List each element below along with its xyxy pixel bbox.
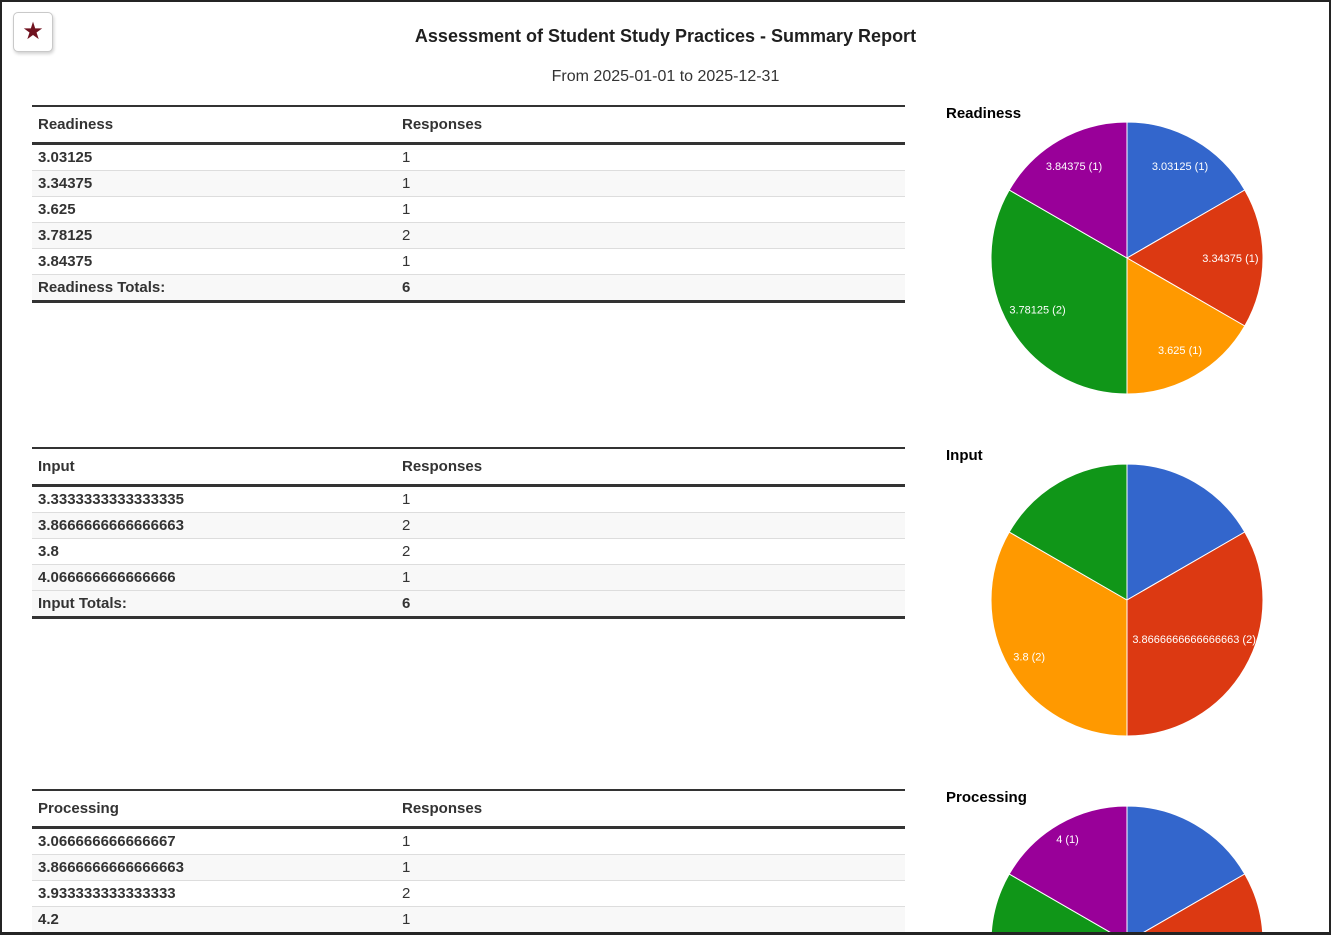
readiness-pie-chart: Readiness 3.03125 (1) 3.34375 (1) 3.625 (1)… — [946, 102, 1329, 444]
pie-slice-label: 3.03125 (1) — [1152, 161, 1208, 173]
pie-slice-3.8666666666666663[interactable] — [1126, 531, 1264, 737]
pie-slice-4[interactable] — [1008, 805, 1128, 935]
chart-title: Processing — [946, 789, 1027, 806]
responses-cell: 2 — [396, 538, 905, 565]
table-row: 4.066666666666666 1 — [32, 564, 905, 591]
metric-value-cell: 3.066666666666667 — [38, 833, 176, 850]
metric-value-cell: 3.8666666666666663 — [32, 512, 396, 539]
responses-cell: 2 — [396, 880, 905, 907]
table-row: 3.8666666666666663 2 — [32, 512, 905, 539]
pie-slice-3.3333333333333335[interactable] — [1126, 463, 1246, 601]
table-row: 3.8 2 — [32, 538, 905, 565]
responses-cell: 1 — [396, 170, 905, 197]
metric-value-cell: 3.933333333333333 — [32, 880, 396, 907]
pie-svg: 3.03125 (1) 3.34375 (1) 3.625 (1) 3.78125 (… — [990, 121, 1264, 395]
metric-value-cell: 3.625 — [32, 196, 396, 223]
responses-cell: 1 — [396, 906, 905, 932]
pie-slice-4.066666666666666[interactable] — [1008, 463, 1128, 601]
input-table: Input Responses 3.3333333333333335 1 3.86666… — [32, 447, 905, 619]
responses-cell: 1 — [402, 149, 411, 166]
totals-label: Readiness Totals: — [32, 274, 396, 303]
pie-slice-label: 3.8666666666666663 (2) — [1132, 634, 1256, 646]
column-header-metric: Readiness — [32, 106, 396, 145]
pie-svg: 4.2 (1)4 (1) — [990, 805, 1264, 935]
responses-cell: 1 — [396, 248, 905, 275]
table-row: 3.8666666666666663 1 — [32, 854, 905, 881]
chart-title: Readiness — [946, 105, 1022, 122]
metric-value-cell: 3.3333333333333335 — [38, 491, 184, 508]
metric-value-cell: 3.84375 — [32, 248, 396, 275]
pie-slice-3.03125[interactable] — [1126, 121, 1246, 259]
table-row: 3.84375 1 — [32, 248, 905, 275]
readiness-table: Readiness Responses 3.03125 1 3.34375 1 3.625 1… — [32, 105, 905, 303]
processing-table: Processing Responses 3.066666666666667 1 3.8… — [32, 789, 905, 932]
totals-label: Input Totals: — [32, 590, 396, 619]
table-row: 3.3333333333333335 1 — [32, 486, 905, 513]
column-header-responses: Responses — [396, 790, 905, 829]
table-row: 3.625 1 — [32, 196, 905, 223]
responses-cell: 1 — [402, 491, 411, 508]
responses-cell: 2 — [396, 222, 905, 249]
pie-slice-3.8[interactable] — [990, 531, 1128, 737]
metric-value-cell: 3.34375 — [32, 170, 396, 197]
metric-value-cell: 4.066666666666666 — [32, 564, 396, 591]
pie-slice-3.8666666666666663[interactable] — [1127, 873, 1264, 935]
pie-slice-3.625[interactable] — [1126, 257, 1246, 395]
table-row: 4.2 1 — [32, 906, 905, 932]
metric-value-cell: 3.8666666666666663 — [32, 854, 396, 881]
totals-value: 6 — [396, 274, 905, 303]
pie-slice-label: 3.84375 (1) — [1046, 161, 1102, 173]
responses-cell: 1 — [396, 854, 905, 881]
table-row: 3.03125 1 — [32, 144, 905, 171]
pie-svg: 3.8666666666666663 (2) 3.8 (2) — [990, 463, 1264, 737]
input-pie-chart: Input 3.8666666666666663 (2) 3.8 (2) — [946, 444, 1329, 786]
pie-slice-3.34375[interactable] — [1126, 189, 1264, 327]
table-row: 3.34375 1 — [32, 170, 905, 197]
pie-slice-label: 3.625 (1) — [1158, 345, 1202, 357]
metric-value-cell: 4.2 — [32, 906, 396, 932]
table-row: 3.933333333333333 2 — [32, 880, 905, 907]
column-header-metric: Input — [32, 448, 396, 487]
table-row: 3.78125 2 — [32, 222, 905, 249]
pie-slice-label: 3.8 (2) — [1013, 651, 1045, 663]
metric-value-cell: 3.03125 — [38, 149, 93, 166]
column-header-responses: Responses — [396, 448, 905, 487]
pie-slice-label: 3.78125 (2) — [1009, 305, 1065, 317]
pie-slice-3.78125[interactable] — [990, 189, 1128, 395]
chart-title: Input — [946, 447, 983, 464]
column-header-metric: Processing — [32, 790, 396, 829]
metric-value-cell: 3.8 — [32, 538, 396, 565]
pie-slice-label: 3.34375 (1) — [1202, 253, 1258, 265]
pie-slice-3.066666666666667[interactable] — [1126, 805, 1246, 935]
totals-value: 6 — [396, 590, 905, 619]
table-header-row: Readiness Responses — [32, 106, 905, 145]
pie-slice-3.84375[interactable] — [1008, 121, 1128, 259]
responses-cell: 1 — [396, 196, 905, 223]
table-row: 3.066666666666667 1 — [32, 828, 905, 855]
report-title: Assessment of Student Study Practices - … — [414, 26, 917, 46]
star-logo-button[interactable]: ★ — [13, 12, 53, 52]
star-icon: ★ — [22, 18, 44, 45]
responses-cell: 1 — [396, 564, 905, 591]
report-date-range: From 2025-01-01 to 2025-12-31 — [551, 68, 780, 85]
responses-cell: 2 — [396, 512, 905, 539]
pie-slice-label: 4 (1) — [1056, 834, 1079, 846]
responses-cell: 1 — [402, 833, 411, 850]
totals-row: Input Totals: 6 — [32, 590, 905, 619]
table-header-row: Processing Responses — [32, 790, 905, 829]
pie-slice-4.2[interactable] — [990, 873, 1127, 935]
table-header-row: Input Responses — [32, 448, 905, 487]
column-header-responses: Responses — [396, 106, 905, 145]
metric-value-cell: 3.78125 — [32, 222, 396, 249]
totals-row: Readiness Totals: 6 — [32, 274, 905, 303]
